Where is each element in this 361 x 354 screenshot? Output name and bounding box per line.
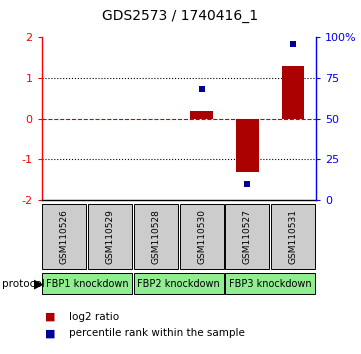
Text: protocol: protocol bbox=[2, 279, 44, 289]
Text: ▶: ▶ bbox=[34, 278, 43, 291]
Bar bbox=[190, 111, 213, 119]
Bar bbox=[134, 204, 178, 269]
Text: GSM110527: GSM110527 bbox=[243, 209, 252, 264]
Bar bbox=[43, 204, 86, 269]
Text: FBP3 knockdown: FBP3 knockdown bbox=[229, 279, 312, 289]
Text: GSM110530: GSM110530 bbox=[197, 209, 206, 264]
Bar bbox=[236, 119, 259, 172]
Bar bbox=[282, 67, 304, 119]
Bar bbox=[225, 273, 315, 295]
Text: ■: ■ bbox=[45, 312, 56, 322]
Bar bbox=[271, 204, 315, 269]
Text: percentile rank within the sample: percentile rank within the sample bbox=[69, 329, 244, 338]
Text: FBP1 knockdown: FBP1 knockdown bbox=[46, 279, 129, 289]
Bar bbox=[43, 273, 132, 295]
Text: GSM110529: GSM110529 bbox=[106, 209, 114, 264]
Text: GSM110526: GSM110526 bbox=[60, 209, 69, 264]
Text: ■: ■ bbox=[45, 329, 56, 338]
Bar bbox=[225, 204, 269, 269]
Text: GSM110531: GSM110531 bbox=[288, 209, 297, 264]
Text: GSM110528: GSM110528 bbox=[151, 209, 160, 264]
Bar bbox=[134, 273, 223, 295]
Text: GDS2573 / 1740416_1: GDS2573 / 1740416_1 bbox=[103, 9, 258, 23]
Bar bbox=[88, 204, 132, 269]
Text: FBP2 knockdown: FBP2 knockdown bbox=[137, 279, 220, 289]
Bar bbox=[180, 204, 223, 269]
Text: log2 ratio: log2 ratio bbox=[69, 312, 119, 322]
